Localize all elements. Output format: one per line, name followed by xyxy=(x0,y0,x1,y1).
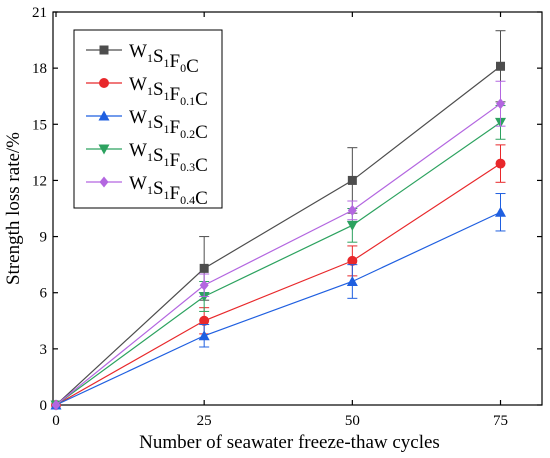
legend-item: W1S1F0.4C xyxy=(86,173,208,209)
legend-label: W1S1F0.3C xyxy=(129,140,208,176)
x-tick-label: 25 xyxy=(197,413,212,429)
series-line xyxy=(55,65,501,406)
x-tick-label: 0 xyxy=(52,413,60,429)
x-tick-label: 75 xyxy=(493,413,508,429)
data-point xyxy=(346,220,358,231)
data-point xyxy=(199,315,210,326)
legend-item: W1S1F0.1C xyxy=(86,74,208,110)
series-2 xyxy=(50,193,507,410)
legend-label: W1S1F0.4C xyxy=(129,173,208,209)
y-tick-label: 3 xyxy=(40,342,48,358)
series-line xyxy=(55,211,501,406)
data-point xyxy=(496,98,506,110)
data-point xyxy=(346,275,358,286)
y-tick-label: 12 xyxy=(32,173,47,189)
y-tick-label: 18 xyxy=(32,61,47,77)
data-point xyxy=(496,61,506,71)
plot-area: 0 3 6 9 12 15 18 21 0 25 50 75 xyxy=(32,5,543,429)
data-point xyxy=(347,204,357,216)
data-point xyxy=(495,158,506,169)
y-tick-label: 21 xyxy=(32,5,47,21)
legend: W1S1F0CW1S1F0.1CW1S1F0.2CW1S1F0.3CW1S1F0… xyxy=(73,29,223,209)
legend-item: W1S1F0.3C xyxy=(86,140,208,176)
data-point xyxy=(51,399,61,411)
y-tick-label: 9 xyxy=(40,230,48,246)
data-point xyxy=(199,279,209,291)
legend-label: W1S1F0C xyxy=(129,41,199,77)
legend-label: W1S1F0.2C xyxy=(129,107,208,143)
series-line xyxy=(55,121,501,406)
y-tick-label: 0 xyxy=(40,398,48,414)
series-line xyxy=(55,103,501,406)
legend-item: W1S1F0C xyxy=(86,41,199,77)
data-point xyxy=(198,330,210,341)
legend-item: W1S1F0.2C xyxy=(86,107,208,143)
y-tick-label: 6 xyxy=(40,286,48,302)
x-axis-title: Number of seawater freeze-thaw cycles xyxy=(139,432,440,453)
data-point xyxy=(347,255,358,266)
series-4 xyxy=(51,80,506,411)
x-tick-label: 50 xyxy=(345,413,360,429)
legend-label: W1S1F0.1C xyxy=(129,74,208,110)
series-layer xyxy=(50,30,507,411)
series-line xyxy=(55,163,501,406)
y-axis-title: Strength loss rate/% xyxy=(3,132,24,285)
legend-box xyxy=(73,29,223,209)
data-point xyxy=(199,263,209,273)
plot-frame xyxy=(52,11,543,406)
y-tick-label: 15 xyxy=(32,117,47,133)
data-point xyxy=(495,206,507,217)
data-point xyxy=(347,175,357,185)
